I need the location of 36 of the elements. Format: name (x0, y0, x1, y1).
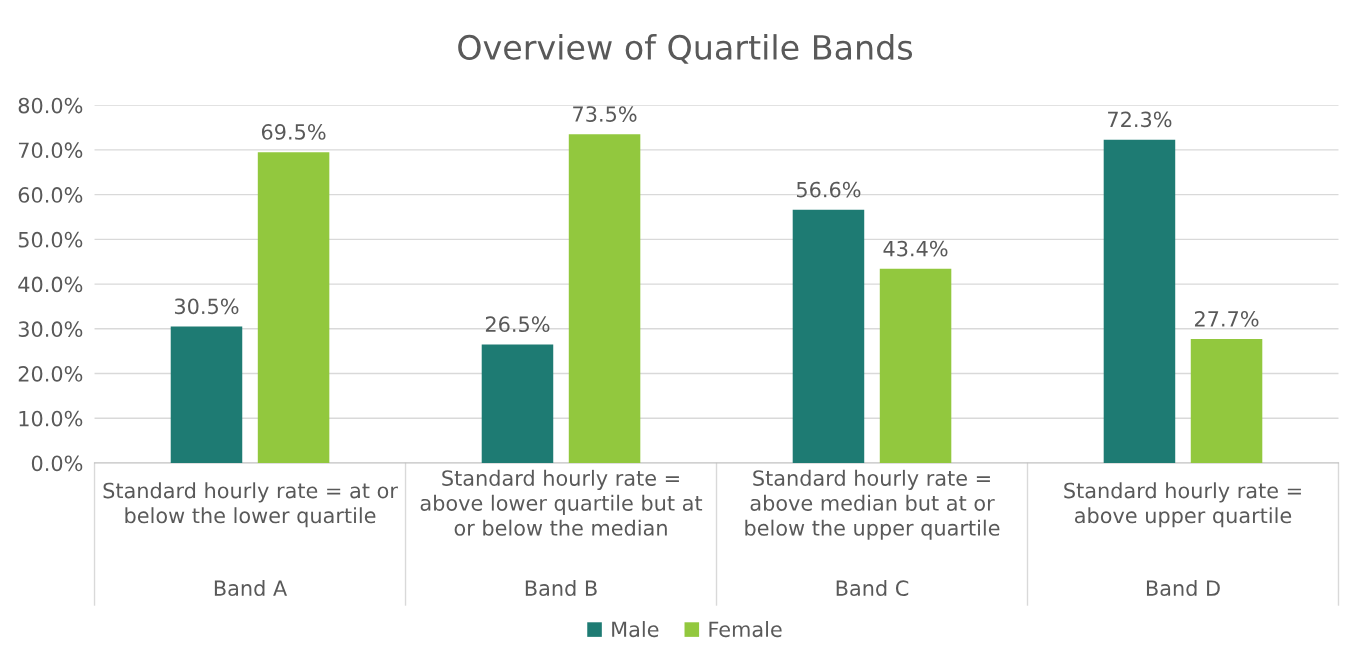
data-label: 30.5% (174, 298, 239, 315)
text: Band A (214, 579, 288, 597)
data-label: 73.5% (573, 106, 637, 122)
y-tick-label: 0.0% (31, 455, 83, 472)
text: Band C (836, 579, 909, 597)
y-tick-label: 20.0% (18, 365, 83, 382)
text: Band D (1146, 579, 1220, 597)
data-label: 69.5% (261, 124, 326, 140)
x-tick-label: Standard hourly rate = above median but at or below the upper quartile (745, 469, 1000, 540)
bar (257, 152, 330, 463)
text: Band B (525, 579, 597, 597)
data-label: 56.6% (796, 181, 861, 198)
y-tick-label: 30.0% (18, 321, 83, 338)
data-label: 72.3% (1108, 111, 1172, 128)
y-tick-label: 40.0% (18, 276, 83, 293)
y-tick-label: 50.0% (18, 231, 83, 248)
data-label: 43.4% (883, 240, 948, 257)
y-tick-label: 80.0% (18, 97, 83, 114)
x-tick-label: Standard hourly rate = at or below the lower quartile (103, 482, 398, 528)
chart-title: Overview of Quartile Bands (458, 34, 913, 64)
x-tick-label: Standard hourly rate = above upper quartile (1064, 482, 1301, 528)
bar (879, 268, 952, 463)
x-tick-label: Standard hourly rate = above lower quartile but at or below the median (420, 469, 703, 536)
bar (792, 209, 865, 463)
y-tick-label: 60.0% (18, 187, 83, 203)
y-tick-label: 70.0% (18, 142, 83, 159)
y-tick-label: 10.0% (19, 410, 83, 427)
bar (481, 344, 554, 463)
legend-label: Male (612, 621, 659, 638)
data-label: 26.5% (485, 316, 550, 333)
data-label: 27.7% (1194, 310, 1259, 327)
bar (1190, 339, 1263, 463)
bar (1103, 139, 1176, 463)
bar (568, 134, 641, 463)
legend-label: Female (709, 621, 782, 638)
bar (170, 326, 243, 463)
